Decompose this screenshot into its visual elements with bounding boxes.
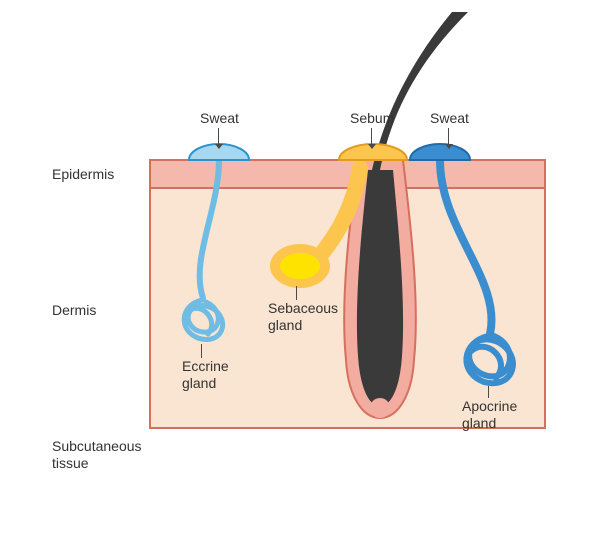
- callout-arrowhead: [368, 144, 376, 149]
- eccrine-gland-label: Eccrine gland: [182, 358, 229, 392]
- callout-line: [201, 344, 202, 358]
- sweat-apocrine-label: Sweat: [430, 110, 469, 127]
- sweat-eccrine-label: Sweat: [200, 110, 239, 127]
- sebaceous-gland: [270, 244, 330, 288]
- callout-arrowhead: [215, 144, 223, 149]
- callout-line: [296, 286, 297, 300]
- sebum-label: Sebum: [350, 110, 394, 127]
- apocrine-gland-label: Apocrine gland: [462, 398, 517, 432]
- sebaceous-gland-label: Sebaceous gland: [268, 300, 338, 334]
- epidermis-label: Epidermis: [52, 166, 114, 183]
- callout-arrowhead: [445, 144, 453, 149]
- subcutis-label: Subcutaneous tissue: [52, 438, 142, 472]
- sweat-blob-apocrine: [410, 144, 470, 160]
- epidermis-layer: [150, 160, 545, 188]
- callout-line: [488, 386, 489, 398]
- dermis-label: Dermis: [52, 302, 96, 319]
